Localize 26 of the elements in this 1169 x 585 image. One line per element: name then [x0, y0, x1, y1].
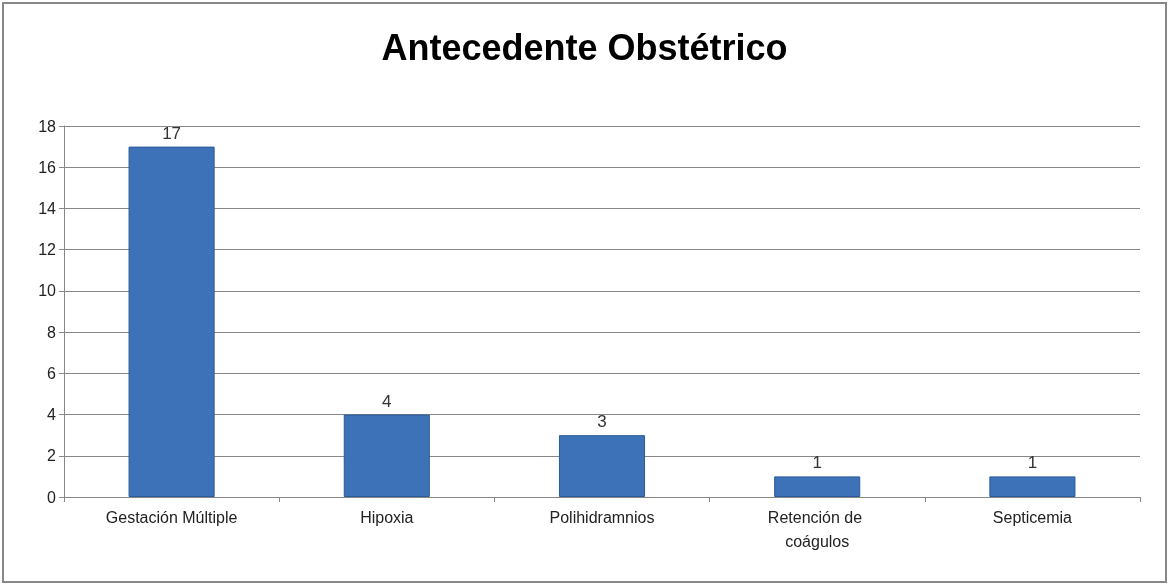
y-tick-label: 16: [38, 158, 57, 176]
y-tick-label: 0: [47, 488, 57, 506]
x-tick-label: Septicemia: [992, 508, 1073, 526]
data-label: 1: [812, 453, 822, 473]
y-tick-label: 4: [47, 406, 57, 424]
bar: [558, 435, 646, 497]
data-label: 4: [382, 391, 392, 411]
x-tick-label: Polihidramnios: [549, 508, 655, 526]
data-label: 1: [1027, 453, 1038, 473]
x-tick-label: Retención de coágulos: [767, 508, 867, 550]
y-tick-label: 12: [38, 241, 57, 259]
y-tick-label: 6: [47, 364, 57, 382]
y-tick-label: 2: [47, 447, 57, 465]
bar: [128, 146, 215, 497]
y-tick-label: 8: [47, 323, 57, 341]
data-label: 17: [162, 123, 182, 143]
y-tick-label: 18: [38, 117, 57, 135]
y-tick-label: 14: [38, 199, 57, 217]
x-tick-label: Gestación Múltiple: [105, 508, 238, 526]
chart-title: Antecedente Obstétrico: [381, 26, 788, 68]
bar: [989, 476, 1076, 497]
bar: [774, 476, 861, 497]
y-tick-label: 10: [38, 282, 57, 300]
x-tick-label: Hipoxia: [360, 508, 414, 526]
data-label: 3: [597, 412, 607, 432]
bar: [343, 414, 430, 497]
